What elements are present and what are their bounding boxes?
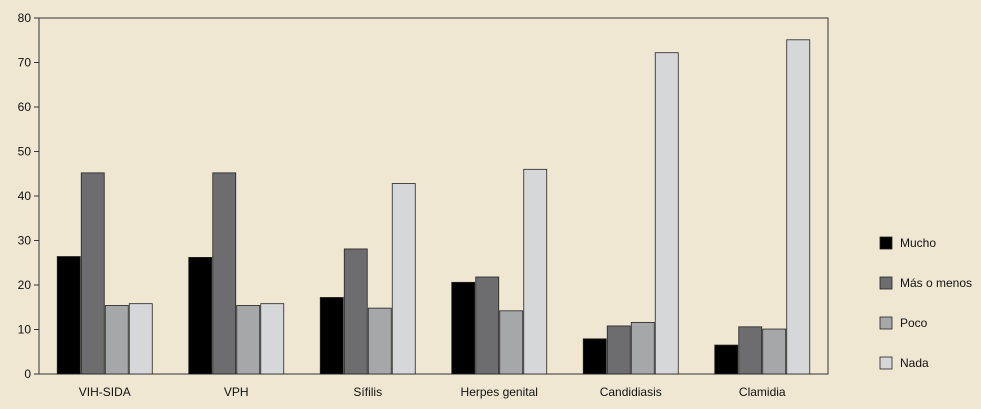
legend-label: Nada: [900, 356, 929, 370]
bar-3-1: [104, 305, 129, 375]
x-tick-label: Candidiasis: [600, 385, 662, 399]
bar-3-6: [762, 328, 787, 375]
x-tick-label: VIH-SIDA: [79, 385, 131, 399]
legend-swatch: [879, 276, 893, 290]
y-tick-label: 50: [18, 145, 32, 159]
bar-3-2: [236, 305, 261, 375]
x-tick-label: VPH: [224, 385, 249, 399]
legend-swatch: [879, 316, 893, 330]
bar-4-5: [654, 52, 679, 375]
legend-label: Mucho: [900, 236, 936, 250]
plot-area: [38, 17, 829, 375]
x-tick-label: Clamidia: [739, 385, 786, 399]
bar-4-1: [128, 303, 153, 375]
bar-2-3: [343, 248, 368, 375]
bar-1-5: [582, 338, 607, 375]
bar-3-4: [499, 310, 524, 375]
bar-4-6: [786, 39, 811, 375]
bar-2-6: [738, 326, 763, 375]
legend: Mucho Más o menos Poco Nada: [879, 236, 972, 370]
bar-1-6: [714, 344, 739, 375]
bar-1-4: [451, 281, 476, 375]
y-tick-label: 40: [18, 189, 32, 203]
legend-swatch: [879, 236, 893, 250]
y-tick-label: 70: [18, 56, 32, 70]
y-axis: 0 10 20 30 40 50 60 70 80: [18, 11, 39, 381]
bar-1-2: [188, 257, 213, 375]
x-axis: VIH-SIDA VPH Sífilis Herpes genital Candidia…: [79, 385, 786, 399]
legend-swatch: [879, 356, 893, 370]
bar-2-2: [212, 172, 237, 375]
bar-4-4: [523, 168, 548, 375]
bar-3-5: [630, 321, 655, 375]
legend-label: Más o menos: [900, 276, 972, 290]
y-tick-label: 10: [18, 323, 32, 337]
x-tick-label: Sífilis: [353, 385, 382, 399]
y-tick-label: 80: [18, 11, 32, 25]
bar-4-3: [391, 183, 416, 375]
y-tick-label: 60: [18, 100, 32, 114]
bar-4-2: [260, 303, 285, 375]
legend-label: Poco: [900, 316, 928, 330]
bar-1-3: [319, 297, 344, 375]
bars: [56, 39, 811, 375]
bar-3-3: [367, 307, 392, 375]
bar-2-1: [80, 172, 105, 375]
bar-1-1: [56, 256, 81, 375]
x-tick-label: Herpes genital: [461, 385, 538, 399]
bar-2-5: [606, 325, 631, 375]
y-tick-label: 20: [18, 278, 32, 292]
y-tick-label: 30: [18, 234, 32, 248]
bar-2-4: [475, 276, 500, 375]
y-tick-label: 0: [24, 367, 31, 381]
